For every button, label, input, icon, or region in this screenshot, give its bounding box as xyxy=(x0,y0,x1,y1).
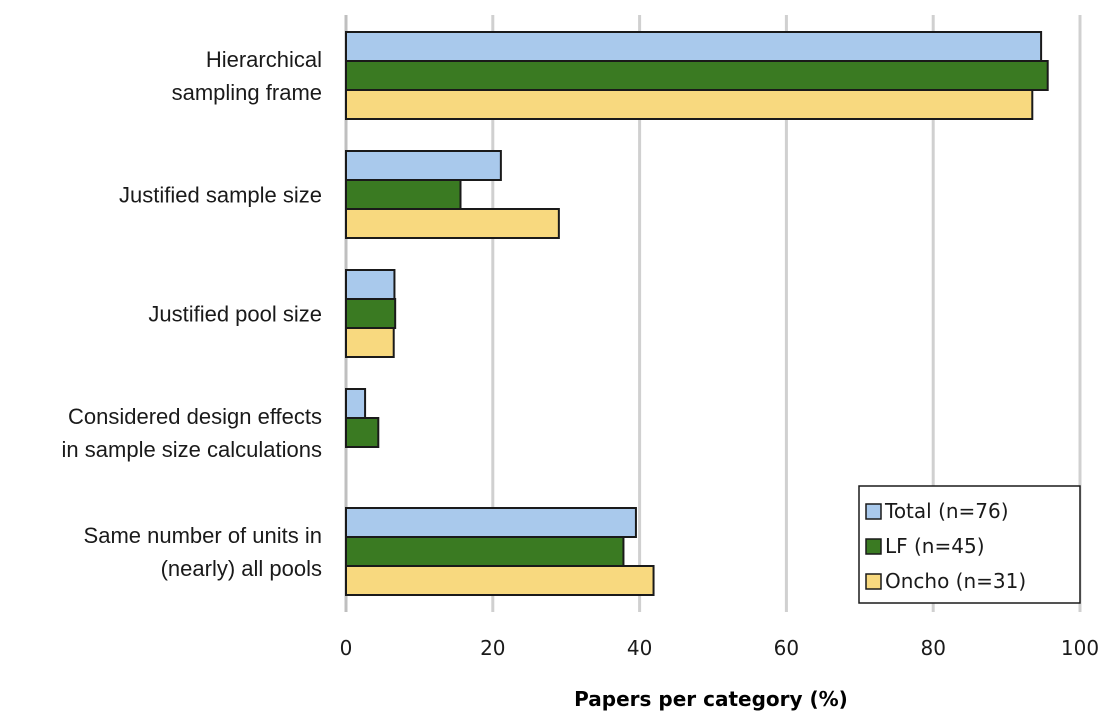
legend-label: LF (n=45) xyxy=(885,534,985,558)
bar-total-1 xyxy=(345,150,502,181)
legend-swatch xyxy=(865,538,882,555)
category-label: sampling frame xyxy=(172,80,322,105)
x-tick-label: 40 xyxy=(627,636,652,660)
x-tick-label: 100 xyxy=(1061,636,1099,660)
category-label: Justified pool size xyxy=(148,302,322,327)
category-label: Justified sample size xyxy=(119,183,322,208)
legend-box xyxy=(858,485,1081,604)
legend-label: Oncho (n=31) xyxy=(885,569,1026,593)
bar-total-4 xyxy=(345,507,637,538)
bar-lf-3 xyxy=(345,417,380,448)
x-tick-labels: 0 20 40 60 80 100 xyxy=(340,636,1099,660)
category-label: (nearly) all pools xyxy=(161,556,322,581)
bar-total-3 xyxy=(345,388,367,419)
x-tick-label: 80 xyxy=(920,636,945,660)
legend: Total (n=76) LF (n=45) Oncho (n=31) xyxy=(858,485,1081,604)
category-label: Considered design effects xyxy=(68,404,322,429)
bar-lf-0 xyxy=(345,60,1049,91)
category-labels: Hierarchical sampling frame Justified samp… xyxy=(62,47,322,581)
bars xyxy=(345,31,1049,596)
legend-swatch xyxy=(865,503,882,520)
bar-oncho-4 xyxy=(345,565,655,596)
bar-lf-2 xyxy=(345,298,397,329)
bar-lf-1 xyxy=(345,179,462,210)
legend-swatch xyxy=(865,573,882,590)
category-label: Same number of units in xyxy=(84,523,322,548)
x-tick-label: 0 xyxy=(340,636,353,660)
x-axis-title: Papers per category (%) xyxy=(574,687,848,711)
category-label: in sample size calculations xyxy=(62,437,322,462)
category-label: Hierarchical xyxy=(206,47,322,72)
legend-label: Total (n=76) xyxy=(884,499,1009,523)
x-tick-label: 20 xyxy=(480,636,505,660)
bar-total-0 xyxy=(345,31,1043,62)
x-tick-label: 60 xyxy=(774,636,799,660)
bar-oncho-0 xyxy=(345,89,1034,120)
bar-oncho-2 xyxy=(345,327,395,358)
bar-oncho-1 xyxy=(345,208,560,239)
bar-total-2 xyxy=(345,269,396,300)
bar-lf-4 xyxy=(345,536,625,567)
